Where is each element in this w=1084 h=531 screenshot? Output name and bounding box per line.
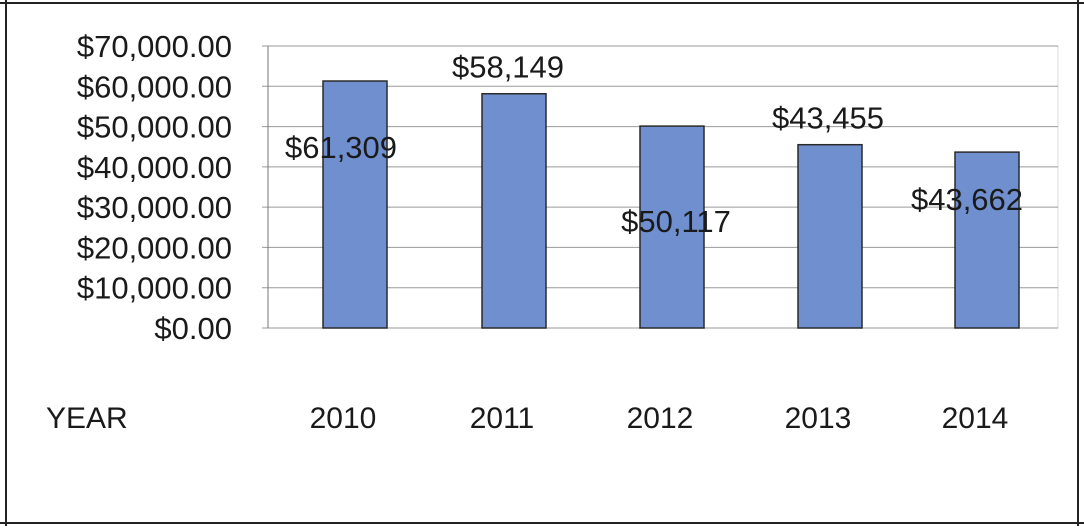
bar-2011 <box>481 92 547 329</box>
bar-2010 <box>322 80 388 329</box>
x-tick-label: 2012 <box>627 402 694 435</box>
data-label-2012: $50,117 <box>621 204 731 239</box>
bar-2013 <box>797 143 863 329</box>
data-label-2013: $43,455 <box>772 101 884 136</box>
y-tick-label: $50,000.00 <box>77 110 232 145</box>
y-tick-label: $0.00 <box>154 311 232 346</box>
y-tick-label: $40,000.00 <box>77 150 232 185</box>
y-tick-label: $60,000.00 <box>77 69 232 104</box>
bar-2012 <box>639 125 705 329</box>
y-tick-label: $10,000.00 <box>77 271 232 306</box>
y-tick-label: $30,000.00 <box>77 190 232 225</box>
data-label-2010: $61,309 <box>285 130 397 165</box>
bar-2014 <box>954 151 1020 329</box>
y-tick-label: $20,000.00 <box>77 230 232 265</box>
data-label-2014: $43,662 <box>911 182 1023 217</box>
x-tick-label: 2013 <box>785 402 852 435</box>
x-tick-label: 2011 <box>470 402 535 435</box>
x-axis-label: YEAR <box>46 402 128 435</box>
x-tick-label: 2010 <box>310 402 377 435</box>
data-label-2011: $58,149 <box>452 50 564 85</box>
x-tick-label: 2014 <box>942 402 1009 435</box>
y-tick-label: $70,000.00 <box>77 29 232 64</box>
